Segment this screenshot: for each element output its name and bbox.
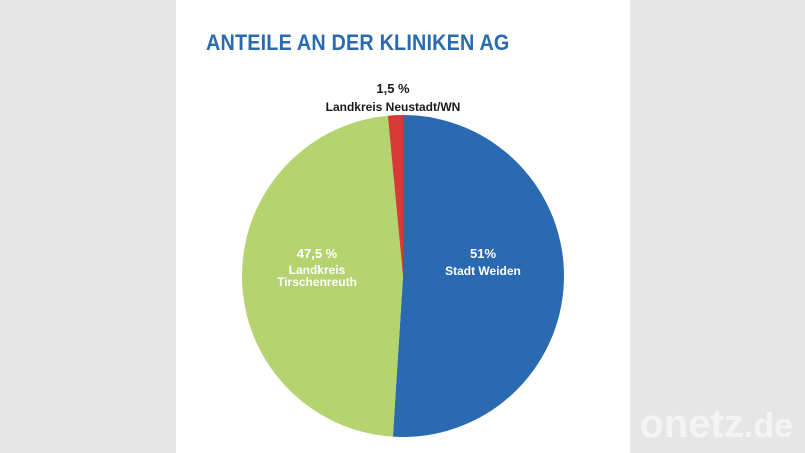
slice-name-label-2-0: Landkreis Neustadt/WN: [326, 100, 461, 114]
slice-name-label-1-1: Tirschenreuth: [277, 275, 357, 289]
slice-value-label-1: 47,5 %: [297, 246, 338, 261]
watermark-tld: .de: [743, 407, 793, 445]
slice-label-2: 1,5 % Landkreis Neustadt/WN: [326, 81, 461, 114]
pie-slice-1: [242, 115, 403, 437]
slice-name-label-1-0: Landkreis: [289, 263, 346, 277]
slice-name-label-0-0: Stadt Weiden: [445, 264, 521, 278]
watermark-name: onetz: [639, 402, 744, 446]
chart-title: ANTEILE AN DER KLINIKEN AG: [206, 30, 510, 55]
pie-slice-0: [392, 115, 565, 437]
slice-label-0: 51% Stadt Weiden: [445, 246, 521, 278]
slice-value-label-0: 51%: [470, 246, 496, 261]
slice-value-label-2: 1,5 %: [376, 81, 410, 96]
watermark-logo: onetz.de: [639, 402, 793, 447]
pie-slice-2: [387, 115, 403, 276]
